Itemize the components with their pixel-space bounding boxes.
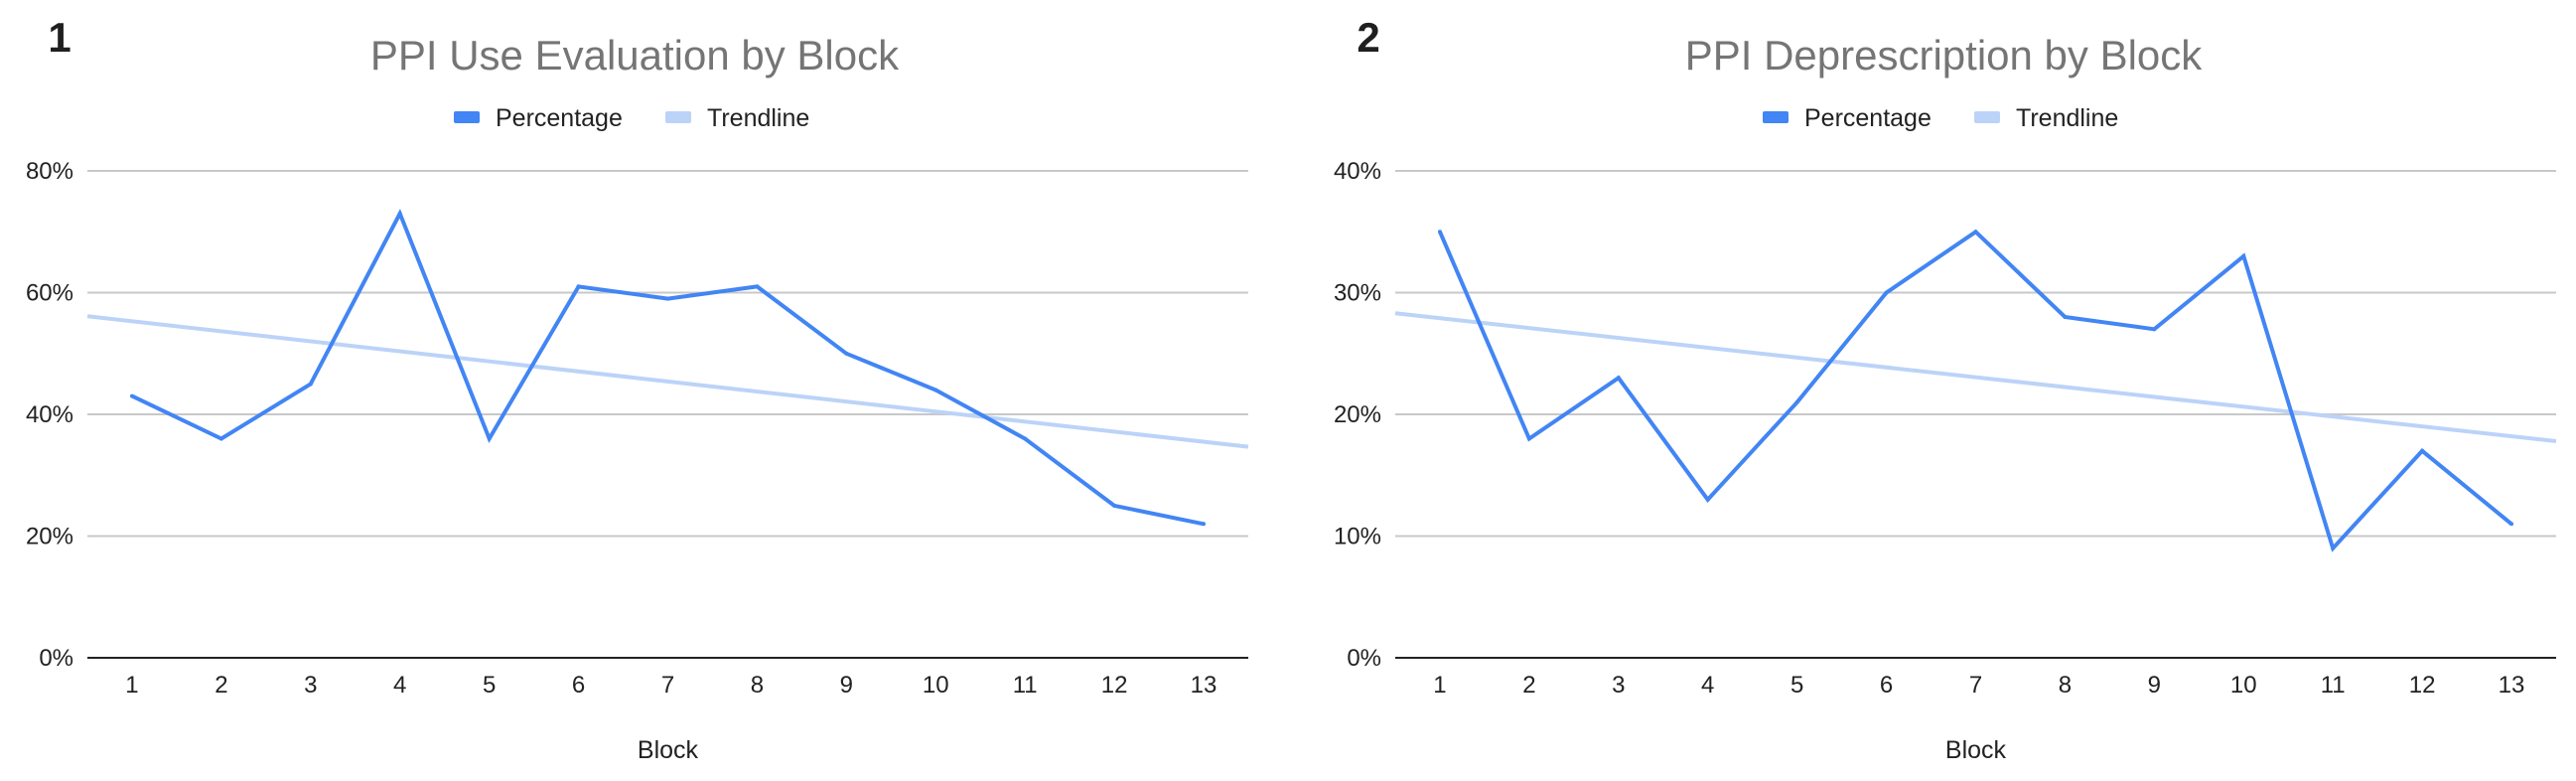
data-point <box>1526 436 1531 441</box>
panel-label: 2 <box>1357 14 1379 61</box>
legend-label-trendline: Trendline <box>707 104 809 132</box>
data-point <box>1794 399 1799 404</box>
data-point <box>1437 230 1442 234</box>
x-tick-label: 12 <box>1101 672 1128 699</box>
legend-label-percentage: Percentage <box>496 104 623 132</box>
data-point <box>397 211 402 216</box>
y-tick-label: 60% <box>26 280 73 307</box>
x-tick-label: 6 <box>572 672 585 699</box>
x-tick-label: 3 <box>304 672 317 699</box>
data-point <box>1973 230 1978 234</box>
data-point <box>2331 546 2336 550</box>
x-tick-label: 9 <box>840 672 853 699</box>
data-point <box>933 388 938 392</box>
x-tick-label: 2 <box>1522 672 1535 699</box>
y-tick-label: 40% <box>26 401 73 428</box>
x-tick-label: 13 <box>1191 672 1217 699</box>
x-tick-label: 11 <box>1013 672 1038 699</box>
x-tick-label: 2 <box>215 672 227 699</box>
data-point <box>1023 436 1028 441</box>
chart-1: 1 PPI Use Evaluation by Block Percentage Tr… <box>26 14 1249 764</box>
x-tick-label: 3 <box>1612 672 1625 699</box>
y-tick-label: 0% <box>39 645 73 672</box>
data-point <box>487 436 492 441</box>
y-tick-label: 20% <box>1334 401 1381 428</box>
panel-label: 1 <box>48 14 71 61</box>
data-point <box>2063 315 2068 319</box>
data-point <box>844 351 849 356</box>
legend: Percentage Trendline <box>454 104 809 132</box>
x-tick-label: 12 <box>2409 672 2436 699</box>
x-axis-title: Block <box>638 736 699 764</box>
data-point <box>308 382 313 387</box>
legend: Percentage Trendline <box>1763 104 2118 132</box>
legend-label-percentage: Percentage <box>1804 104 1932 132</box>
x-tick-label: 5 <box>483 672 496 699</box>
legend-swatch-percentage <box>454 111 480 123</box>
y-tick-label: 20% <box>26 524 73 550</box>
data-point <box>2420 448 2425 453</box>
data-point <box>665 296 670 301</box>
x-tick-label: 7 <box>1969 672 1982 699</box>
x-tick-label: 5 <box>1790 672 1803 699</box>
data-point <box>218 436 223 441</box>
x-tick-label: 8 <box>2059 672 2072 699</box>
chart-2: 2 PPI Deprescription by Block Percentage Tr… <box>1334 14 2557 764</box>
chart-title: PPI Deprescription by Block <box>1685 32 2204 78</box>
data-point <box>1202 522 1207 527</box>
series-line-percentage <box>1438 229 2513 552</box>
trendline <box>1394 311 2557 443</box>
legend-swatch-trendline <box>665 111 691 123</box>
x-tick-label: 11 <box>2321 672 2346 699</box>
trendline <box>86 314 1249 449</box>
data-point <box>2509 522 2514 527</box>
legend-swatch-trendline <box>1974 111 2000 123</box>
x-tick-label: 4 <box>1701 672 1714 699</box>
x-tick-label: 10 <box>923 672 949 699</box>
legend-swatch-percentage <box>1763 111 1789 123</box>
y-tick-label: 10% <box>1334 524 1381 550</box>
y-tick-label: 0% <box>1347 645 1381 672</box>
y-tick-label: 80% <box>26 158 73 185</box>
chart-title: PPI Use Evaluation by Block <box>370 32 900 78</box>
data-point <box>755 284 760 289</box>
x-tick-label: 8 <box>751 672 764 699</box>
data-point <box>1616 376 1621 381</box>
data-point <box>576 284 581 289</box>
data-point <box>2241 253 2246 258</box>
y-tick-label: 40% <box>1334 158 1381 185</box>
x-tick-label: 10 <box>2230 672 2257 699</box>
series-line-percentage <box>131 209 1205 527</box>
data-point <box>1112 503 1117 508</box>
data-point <box>1705 497 1710 502</box>
x-tick-label: 4 <box>393 672 406 699</box>
x-axis-title: Block <box>1945 736 2007 764</box>
data-point <box>129 393 134 398</box>
x-tick-label: 9 <box>2148 672 2161 699</box>
legend-label-trendline: Trendline <box>2016 104 2118 132</box>
x-tick-label: 7 <box>661 672 674 699</box>
data-point <box>1884 290 1889 295</box>
x-tick-label: 1 <box>125 672 138 699</box>
data-point <box>2152 327 2157 332</box>
y-tick-label: 30% <box>1334 280 1381 307</box>
x-tick-label: 6 <box>1880 672 1893 699</box>
x-tick-label: 1 <box>1433 672 1446 699</box>
x-tick-label: 13 <box>2499 672 2525 699</box>
